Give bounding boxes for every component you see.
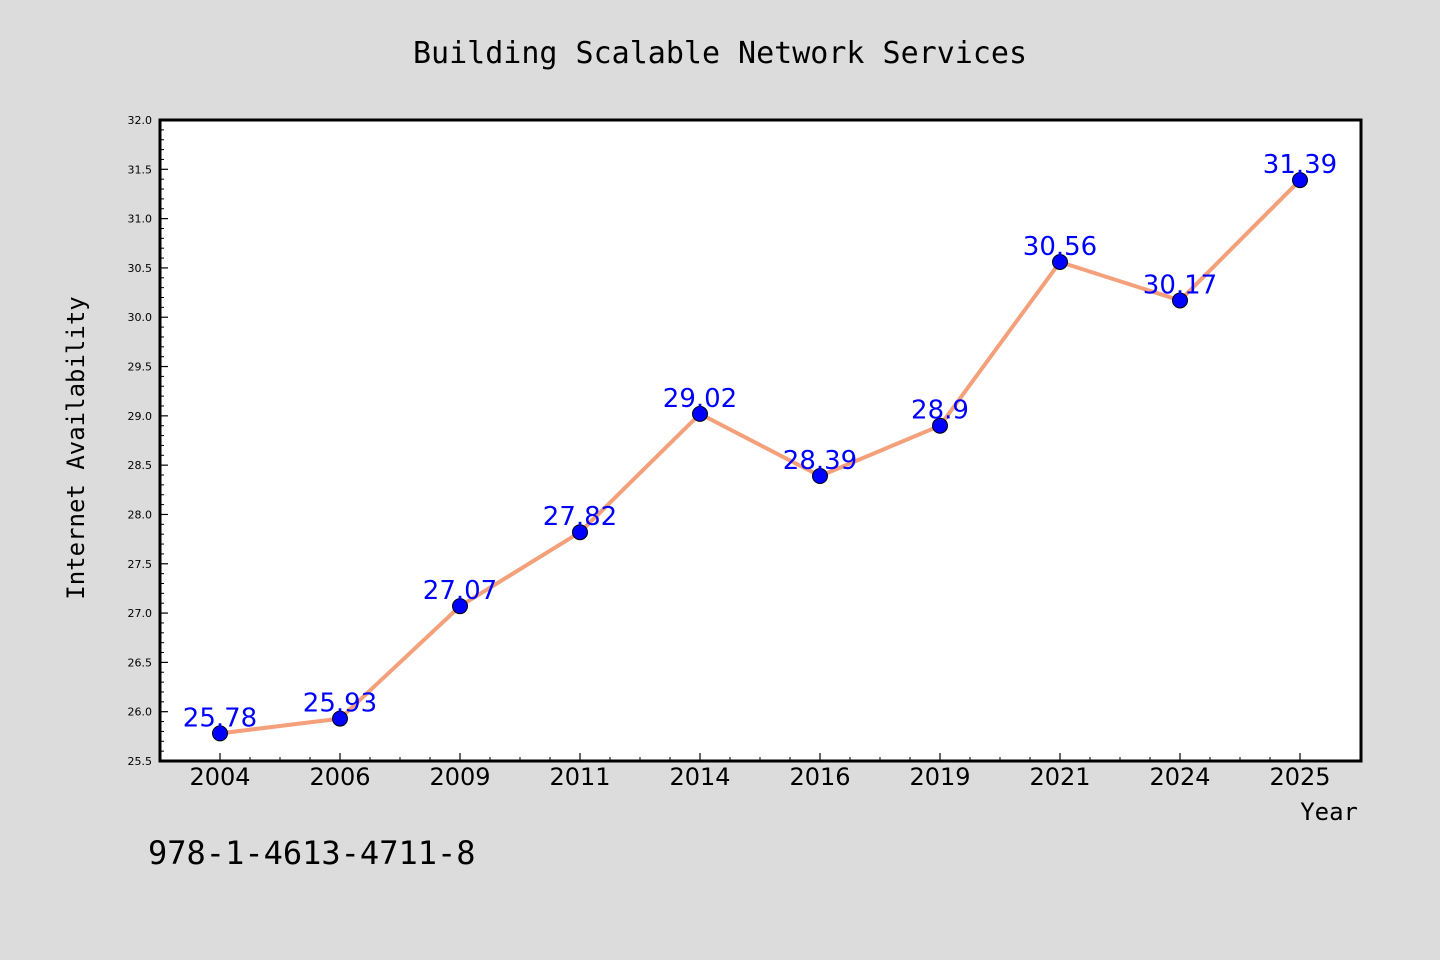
series-line <box>218 178 1302 736</box>
data-label: 25.78 <box>183 703 257 733</box>
y-tick-label: 28.0 <box>128 508 153 521</box>
data-point <box>332 710 348 727</box>
data-label: 25.93 <box>303 689 377 719</box>
x-tick-label: 2006 <box>309 763 370 791</box>
y-tick-label: 27.5 <box>128 558 153 571</box>
data-point <box>812 468 828 485</box>
plot-frame <box>158 118 1363 763</box>
chart-title: Building Scalable Network Services <box>413 36 1027 71</box>
data-point <box>212 725 228 742</box>
series-group: 25.78 25.93 27.07 27.82 29.02 28.39 28.9 30.56 3… <box>183 150 1337 742</box>
y-tick-label: 31.0 <box>128 213 153 226</box>
data-point <box>452 598 468 615</box>
x-tick-label: 2014 <box>669 763 730 791</box>
data-label: 30.56 <box>1023 232 1097 262</box>
data-point <box>692 405 708 422</box>
x-tick-label: 2019 <box>909 763 970 791</box>
y-tick-label: 27.0 <box>128 607 153 620</box>
y-tick-label: 28.5 <box>128 459 153 472</box>
data-point <box>1052 254 1068 271</box>
y-axis-label: Internet Availability <box>62 296 90 599</box>
data-point <box>932 417 948 434</box>
data-label: 28.9 <box>911 396 969 426</box>
data-point <box>1292 172 1308 189</box>
data-point <box>1172 292 1188 309</box>
y-tick-label: 30.0 <box>128 311 153 324</box>
y-tick-label: 25.5 <box>128 755 153 768</box>
data-label: 30.17 <box>1143 270 1217 300</box>
plot-area <box>160 120 1361 761</box>
y-tick-label: 32.0 <box>128 114 153 127</box>
x-tick-label: 2024 <box>1149 763 1210 791</box>
data-label: 29.02 <box>663 384 737 414</box>
x-tick-label: 2016 <box>789 763 850 791</box>
x-tick-label: 2011 <box>549 763 610 791</box>
isbn-label: 978-1-4613-4711-8 <box>148 834 476 872</box>
data-point <box>572 524 588 541</box>
x-tick-label: 2004 <box>189 763 250 791</box>
x-tick-label: 2025 <box>1269 763 1330 791</box>
x-tick-label: 2009 <box>429 763 490 791</box>
data-label: 27.82 <box>543 502 617 532</box>
data-label: 28.39 <box>783 446 857 476</box>
data-label: 31.39 <box>1263 150 1337 180</box>
x-axis-ticks: 2004 2006 2009 2011 2014 2016 2019 2021 2024 2025 <box>189 753 1331 791</box>
y-tick-label: 30.5 <box>128 262 153 275</box>
y-tick-label: 26.0 <box>128 706 153 719</box>
y-tick-label: 29.5 <box>128 361 153 374</box>
y-tick-label: 31.5 <box>128 163 153 176</box>
data-label: 27.07 <box>423 576 497 606</box>
x-tick-label: 2021 <box>1029 763 1090 791</box>
x-axis-label: Year <box>1300 798 1358 826</box>
y-tick-label: 26.5 <box>128 656 153 669</box>
y-tick-label: 29.0 <box>128 410 153 423</box>
